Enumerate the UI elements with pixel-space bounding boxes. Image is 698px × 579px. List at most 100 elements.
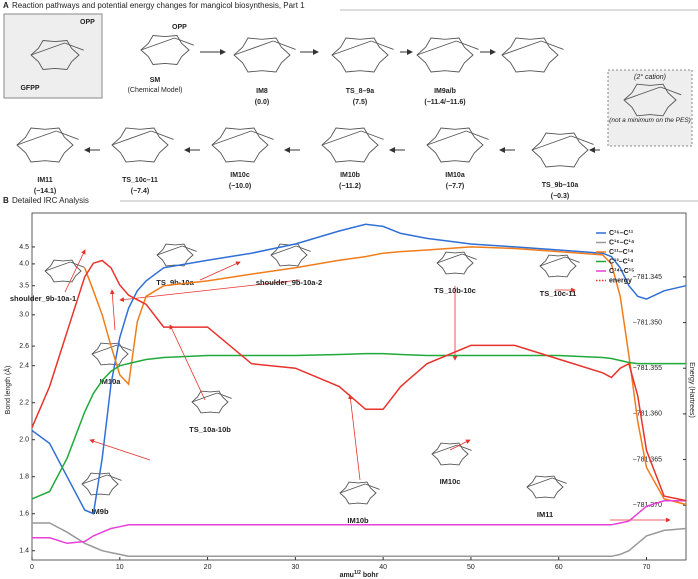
molecule-bond (539, 256, 566, 267)
molecule (321, 127, 379, 163)
y-tick-label: 1.4 (19, 548, 29, 555)
x-tick-label: 70 (643, 564, 651, 571)
molecule-bond (436, 253, 463, 264)
species-name: IM9a/b (434, 88, 456, 95)
molecule-bond (251, 130, 274, 140)
molecule-bond (56, 130, 79, 140)
molecule-bond (416, 40, 457, 56)
molecule (156, 243, 194, 267)
x-axis-title-part: bohr (361, 572, 379, 579)
molecule-bond (339, 483, 366, 494)
species-note: (Chemical Model) (128, 87, 183, 94)
y2-axis-title: Energy (Hartrees) (688, 362, 695, 418)
plot-frame (31, 212, 687, 561)
molecule-bond (541, 40, 564, 50)
series-line (31, 352, 686, 500)
molecule-bond (217, 392, 232, 399)
annotation: TS_9b-10a (156, 278, 194, 287)
molecule-bond (531, 135, 572, 151)
note-box: (not a minimum on the PES) (609, 117, 691, 124)
annotation: TS_10b-10c (434, 286, 476, 295)
y-tick-label: 3.0 (19, 312, 29, 319)
chart-title: Detailed IRC Analysis (12, 196, 89, 205)
x-tick-label: 10 (116, 564, 124, 571)
x-axis-title-part: amu (340, 572, 354, 579)
x-tick-label: 0 (30, 564, 34, 571)
y-axis-title: Bond length (Å) (3, 366, 12, 415)
molecule-bond (296, 245, 311, 252)
species-energy: (−11.2) (339, 183, 361, 190)
annotation-arrow (169, 324, 206, 401)
molecule-bond (456, 40, 479, 50)
molecule (111, 127, 169, 163)
annotation: IM9b (91, 507, 109, 516)
molecule-bond (365, 483, 380, 490)
y-tick-label: 2.6 (19, 343, 29, 350)
annotation: IM10c (440, 477, 461, 486)
y-tick-label: 3.5 (19, 283, 29, 290)
annotation: IM11 (537, 510, 553, 519)
y-tick-label: 2.2 (19, 400, 29, 407)
molecule-bond (361, 130, 384, 140)
molecule (526, 475, 564, 499)
species-name: IM11 (37, 177, 52, 184)
molecule-bond (431, 444, 458, 455)
species-name: IM10c (230, 172, 250, 179)
annotation-arrow (109, 289, 116, 331)
species-name: GFPP (20, 85, 39, 92)
annotation: shoulder_9b-10a-1 (10, 294, 76, 303)
y-tick-label: 1.8 (19, 474, 29, 481)
molecule-bond (64, 42, 84, 51)
y-tick-label: 4.0 (19, 261, 29, 268)
species-name: IM8 (256, 88, 268, 95)
annotation-arrow (64, 249, 86, 293)
legend-label: energy (609, 277, 632, 284)
molecule-bond (16, 130, 57, 146)
molecule-bond (140, 37, 175, 51)
x-tick-label: 30 (291, 564, 299, 571)
molecule-bond (91, 344, 118, 355)
species-name: IM10b (340, 172, 360, 179)
molecule-bond (457, 444, 472, 451)
molecule-bond (526, 477, 553, 488)
molecule-bond (211, 130, 252, 146)
species-name: TS_10c–11 (122, 177, 158, 184)
molecule (339, 481, 377, 505)
molecule (16, 127, 74, 163)
annotation: TS_10c-11 (540, 289, 577, 298)
molecule-bond (270, 245, 297, 256)
y2-tick-label: −781.350 (633, 319, 662, 326)
species-name: TS_8–9a (346, 88, 375, 95)
note: (not a minimum on the PES) (609, 117, 691, 124)
molecule-bond (426, 130, 467, 146)
species-energy: (−0.3) (551, 193, 569, 200)
gfpp-box (3, 13, 103, 99)
series-line (32, 500, 686, 545)
cation-box (607, 69, 693, 147)
molecule (426, 127, 484, 163)
species-energy: (−7.4) (131, 188, 149, 195)
molecule (233, 37, 291, 73)
series-line (32, 522, 687, 558)
molecule-bond (117, 344, 132, 351)
panel-title: Reaction pathways and potential energy c… (12, 1, 305, 10)
molecule-bond (660, 86, 682, 96)
note: (2° cation) (634, 73, 666, 81)
x-axis-title: amu1/2 bohr (340, 570, 379, 579)
species-name: TS_9b–10a (542, 182, 579, 189)
annotation-arrow (449, 439, 471, 451)
molecule-bond (552, 477, 567, 484)
note: OPP (172, 24, 187, 31)
molecule (331, 37, 389, 73)
molecule (431, 442, 469, 466)
series-line (31, 259, 687, 502)
molecule-bond (565, 256, 580, 263)
legend-label: C¹⁶–C¹¹ (609, 230, 634, 237)
molecule-bond (151, 130, 174, 140)
molecule (44, 259, 82, 283)
x-tick-label: 60 (555, 564, 563, 571)
annotation-arrow (348, 394, 361, 481)
note: OPP (80, 19, 95, 26)
species-energy: (−11.4/−11.6) (424, 99, 465, 106)
species-energy: (−7.7) (446, 183, 464, 190)
